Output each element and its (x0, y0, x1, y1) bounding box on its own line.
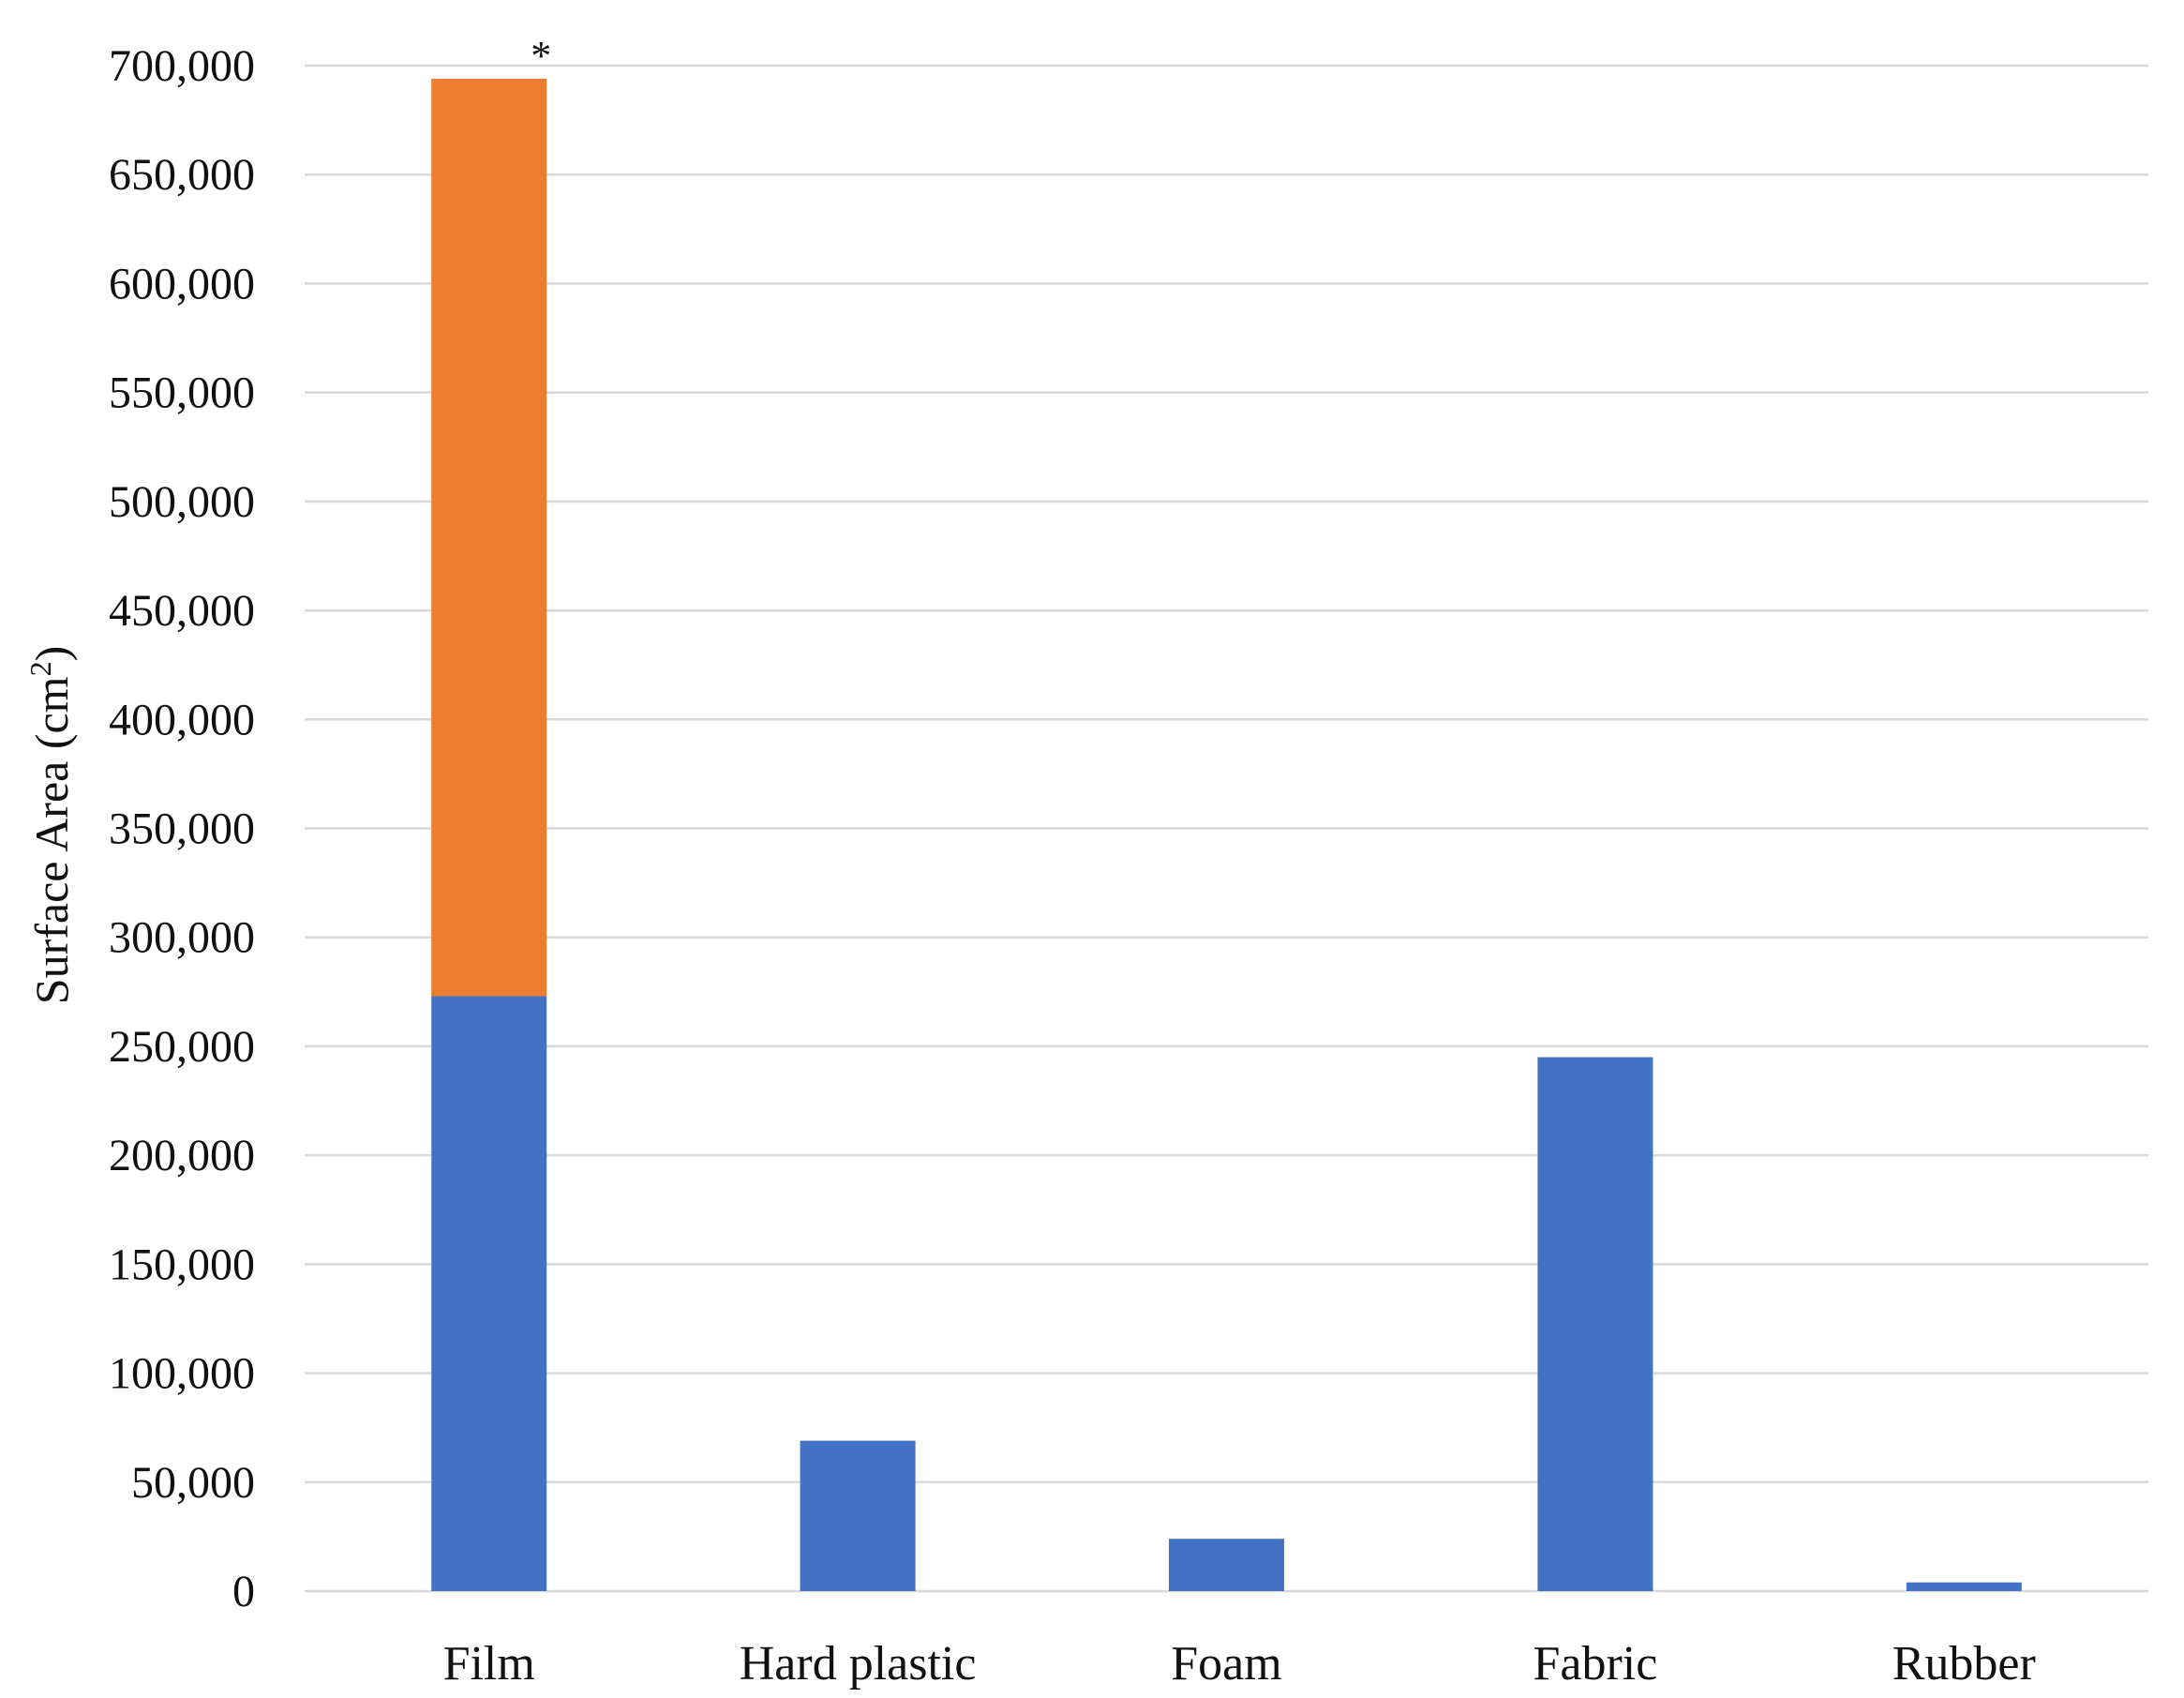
y-tick-label: 250,000 (109, 1022, 255, 1072)
x-category-label: Foam (1171, 1637, 1281, 1690)
bar-orange-film (431, 78, 547, 997)
y-tick-label: 450,000 (109, 586, 255, 636)
y-tick-label: 150,000 (109, 1240, 255, 1289)
gridlines (305, 64, 2148, 1593)
y-tick-label: 350,000 (109, 804, 255, 854)
y-tick-label: 650,000 (109, 150, 255, 200)
y-tick-label: 300,000 (109, 913, 255, 963)
bar-blue-rubber (1906, 1582, 2022, 1591)
bar-blue-foam (1169, 1539, 1284, 1591)
y-axis-title-main: Surface Area (cm (25, 676, 78, 1004)
y-axis-title-superscript: 2 (23, 661, 57, 676)
annotations: * (531, 33, 551, 79)
y-tick-label: 50,000 (131, 1458, 255, 1508)
x-category-labels: Film Hard plastic Foam Fabric Rubber (443, 1637, 2036, 1690)
x-category-label: Fabric (1533, 1637, 1657, 1690)
x-category-label: Hard plastic (740, 1637, 977, 1690)
y-axis-title: Surface Area (cm2) (23, 646, 78, 1004)
y-tick-label: 500,000 (109, 477, 255, 527)
x-category-label: Rubber (1892, 1637, 2036, 1690)
y-tick-label: 700,000 (109, 41, 255, 91)
bar-blue-hard-plastic (800, 1440, 916, 1591)
y-tick-label: 200,000 (109, 1131, 255, 1180)
bar-blue-fabric (1537, 1057, 1653, 1591)
asterisk-annotation: * (531, 33, 551, 79)
y-tick-labels: 0 50,000 100,000 150,000 200,000 250,000 300,0… (109, 41, 255, 1616)
y-tick-label: 0 (232, 1567, 255, 1616)
y-axis-title-close: ) (25, 646, 78, 662)
bars (431, 78, 2022, 1591)
y-tick-label: 400,000 (109, 695, 255, 744)
y-tick-label: 600,000 (109, 259, 255, 308)
y-tick-label: 100,000 (109, 1349, 255, 1399)
y-tick-label: 550,000 (109, 368, 255, 418)
x-category-label: Film (443, 1637, 535, 1690)
bar-blue-film (431, 996, 547, 1591)
